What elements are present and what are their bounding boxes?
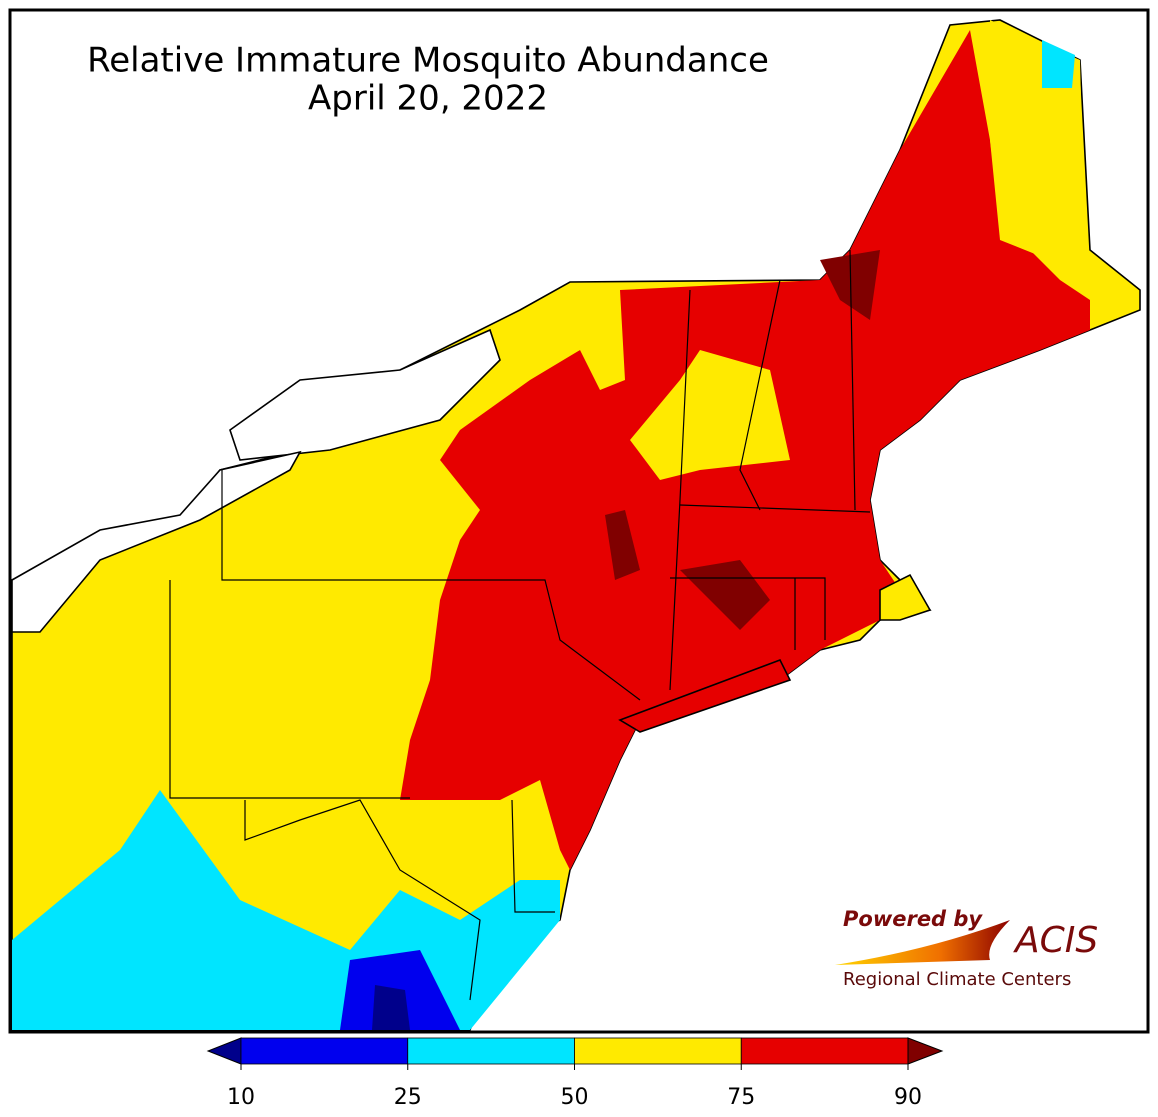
long-island [618,658,792,733]
state-borders [221,470,641,701]
logo-powered: Powered by [843,907,983,931]
vermont-moderate [630,350,790,480]
colorbar-tick-label: 10 [227,1085,255,1110]
colorbar-low-arrow [206,1037,242,1065]
very-high-ny [605,510,640,580]
state-borders [669,289,691,691]
map-subtitle: April 20, 2022 [308,79,548,119]
map [10,10,1148,1032]
state-borders [679,504,871,513]
colorbar-tick-label: 90 [894,1085,922,1110]
state-borders [244,799,481,1001]
south-lowest [372,985,410,1030]
state-borders [670,577,826,640]
state-borders [511,799,555,913]
colorbar-high-arrow [907,1037,944,1065]
colorbar-tick-label: 75 [727,1085,755,1110]
colorbar: 10 25 50 75 90 [206,1037,944,1110]
colorbar-segment [574,1037,742,1065]
state-borders [739,279,781,511]
colorbar-tick-label: 50 [561,1085,589,1110]
colorbar-segment [740,1037,909,1065]
state-borders [169,580,410,799]
maine-low [1042,40,1075,88]
adirondack-moderate [500,290,625,390]
cape-cod [879,573,932,621]
colorbar-tick-label: 25 [394,1085,422,1110]
logo-swoosh [835,920,1010,965]
lake-ontario [229,328,501,461]
state-borders [849,249,856,511]
colorbar-segment [240,1037,409,1065]
very-high-nh [820,250,880,320]
lake-erie [11,450,302,633]
logo: Powered by ACIS Regional Climate Centers [835,907,1098,990]
logo-tagline: Regional Climate Centers [843,969,1071,990]
colorbar-segment [407,1037,575,1065]
map-title: Relative Immature Mosquito Abundance [87,41,769,81]
logo-name: ACIS [1013,920,1098,961]
map-frame [8,8,1150,1034]
